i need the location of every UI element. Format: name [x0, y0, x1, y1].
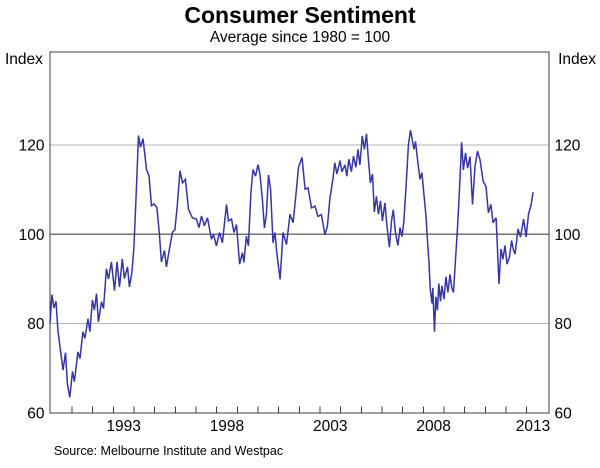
x-tick-label: 2008: [416, 418, 450, 435]
y-tick-label-right: 80: [555, 316, 573, 333]
chart-subtitle: Average since 1980 = 100: [209, 29, 391, 46]
x-tick-label: 1998: [210, 418, 244, 435]
chart-title: Consumer Sentiment: [184, 2, 416, 28]
y-tick-label-right: 100: [555, 227, 581, 244]
y-tick-label-right: 120: [555, 137, 581, 154]
sentiment-line: [49, 130, 534, 398]
x-tick-label: 1993: [106, 418, 140, 435]
y-tick-label-right: 60: [555, 406, 573, 423]
y-axis-unit-right: Index: [558, 51, 596, 68]
y-axis-unit-left: Index: [5, 51, 43, 68]
y-tick-label-left: 100: [19, 227, 45, 244]
plot-border: [49, 51, 550, 414]
y-tick-label-left: 60: [27, 406, 45, 423]
y-tick-label-left: 120: [19, 137, 45, 154]
x-tick-label: 2003: [313, 418, 347, 435]
y-tick-label-left: 80: [27, 316, 45, 333]
source-note: Source: Melbourne Institute and Westpac: [54, 444, 284, 458]
x-tick-label: 2013: [516, 418, 550, 435]
